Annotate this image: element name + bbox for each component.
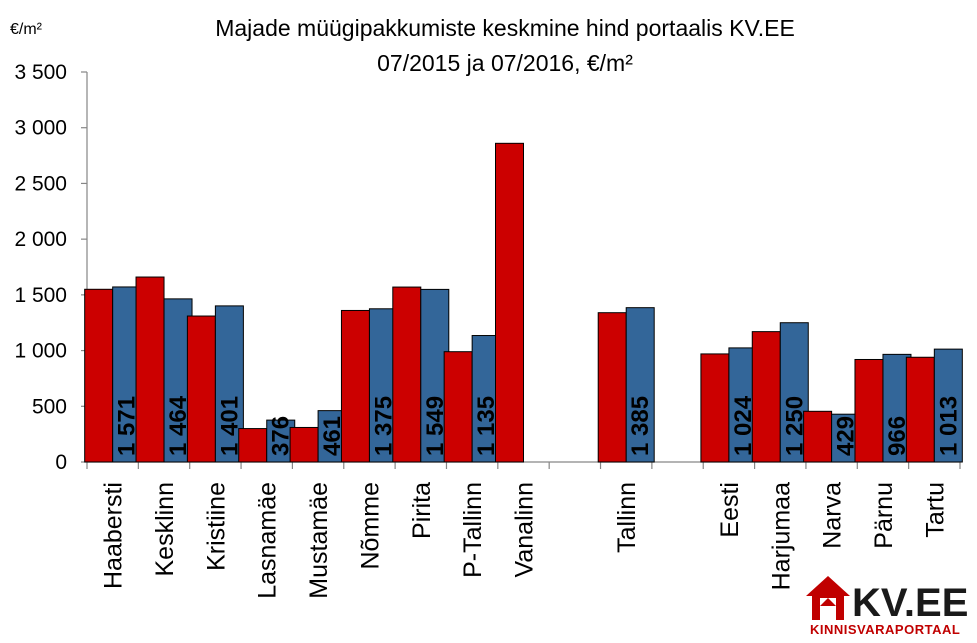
data-label: 1 135 (473, 396, 500, 456)
x-category-label: Eesti (716, 482, 744, 538)
x-category-label: Vanalinn (511, 482, 539, 577)
x-category-label: Pirita (408, 482, 436, 539)
bar-series-1 (700, 353, 730, 463)
data-label: 1 375 (370, 396, 397, 456)
data-label: 1 401 (216, 396, 243, 456)
bar-series-1 (443, 351, 473, 463)
data-label: 1 024 (730, 395, 757, 456)
x-category-label: Haabersti (100, 482, 128, 589)
x-category-label: Lasnamäe (254, 482, 282, 599)
logo-subtitle: KINNISVARAPORTAAL (810, 622, 960, 637)
data-labels: 1 571 1 464 1 401 376 461 1 375 1 549 1 135 1 38… (114, 395, 963, 456)
bar-series-1 (854, 358, 884, 463)
bar-series-1 (751, 331, 781, 463)
chart-title-line-2: 07/2015 ja 07/2016, €/m² (377, 50, 633, 76)
data-label: 1 250 (781, 396, 808, 456)
x-category-label: Narva (819, 482, 847, 549)
axes: 0 500 1 000 1 500 2 000 2 500 3 000 3 500 (14, 61, 961, 474)
title-background (152, 6, 858, 76)
bar-series-1 (289, 426, 319, 463)
bar-series-1 (597, 312, 627, 463)
x-category-label: P-Tallinn (459, 482, 487, 578)
bar-series-2 (933, 348, 963, 463)
x-category-label: Tartu (921, 482, 949, 538)
bar-series-1 (803, 410, 833, 463)
y-tick-label: 500 (32, 395, 67, 418)
bar-series-1 (84, 288, 114, 463)
y-tick-label: 3 000 (14, 117, 67, 140)
unit-label: €/m² (10, 21, 43, 38)
y-tick-label: 2 500 (14, 172, 67, 195)
y-tick-label: 2 000 (14, 228, 67, 251)
chart-title-line-1: Majade müügipakkumiste keskmine hind por… (215, 15, 795, 41)
data-label: 376 (268, 416, 295, 456)
kv-logo: KV.EE KINNISVARAPORTAAL (806, 576, 968, 637)
house-icon (806, 576, 850, 620)
x-category-label: Pärnu (870, 482, 898, 549)
y-tick-label: 1 000 (14, 340, 67, 363)
bar-series-1 (905, 356, 935, 463)
x-category-label: Kristiine (202, 482, 230, 571)
x-category-label: Harjumaa (767, 482, 795, 590)
data-label: 966 (884, 416, 911, 456)
data-label: 461 (319, 416, 346, 456)
data-label: 1 013 (935, 396, 962, 456)
data-label: 1 549 (422, 396, 449, 456)
bars (84, 142, 963, 463)
bar-series-1 (238, 428, 268, 463)
y-tick-label: 0 (55, 451, 67, 474)
x-category-label: Mustamäe (305, 482, 333, 599)
y-tick-label: 1 500 (14, 284, 67, 307)
y-tick-label: 3 500 (14, 61, 67, 84)
data-label: 429 (833, 416, 860, 456)
x-category-label: Tallinn (613, 482, 641, 553)
data-label: 1 385 (627, 396, 654, 456)
data-label: 1 464 (165, 395, 192, 456)
bar-series-1 (186, 315, 216, 463)
bar-series-2 (625, 307, 655, 463)
bar-series-1 (340, 309, 370, 463)
x-category-labels: Haabersti Kesklinn Kristiine Lasnamäe Mustam… (100, 482, 950, 599)
logo-text: KV.EE (852, 581, 968, 625)
x-category-label: Nõmme (356, 482, 384, 570)
bar-series-1 (495, 142, 524, 463)
data-label: 1 571 (114, 396, 141, 456)
x-category-label: Kesklinn (151, 482, 179, 577)
